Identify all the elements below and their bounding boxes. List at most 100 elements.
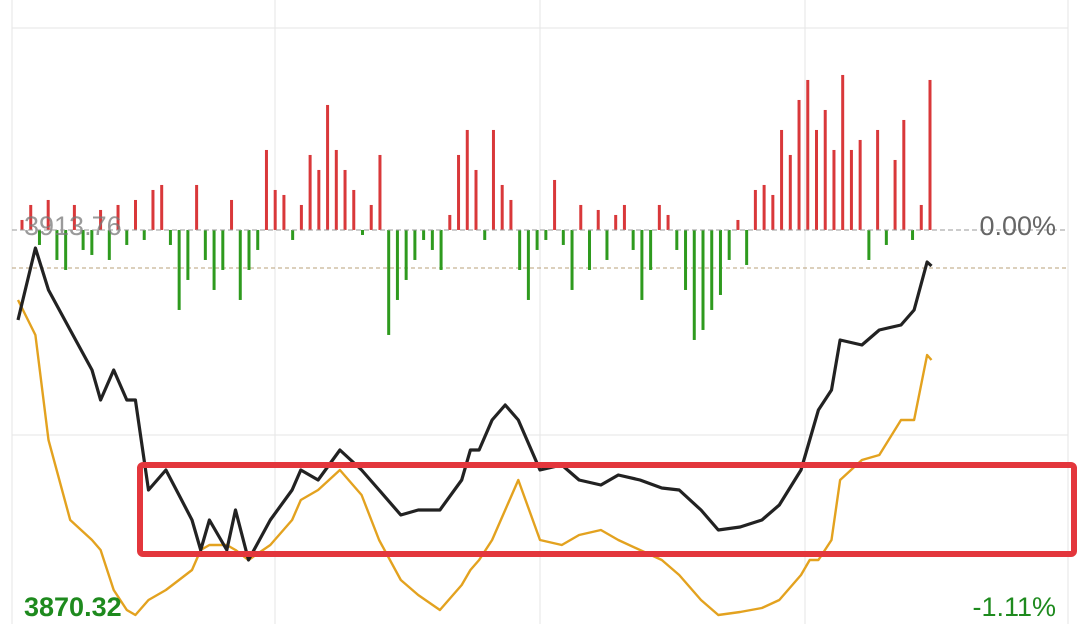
- layout-grid: [11, 0, 1069, 624]
- volume-bar: [919, 204, 923, 230]
- volume-bar: [55, 229, 59, 260]
- volume-bar: [273, 189, 277, 230]
- volume-bar: [718, 229, 722, 295]
- volume-bar: [465, 129, 469, 230]
- volume-bar: [640, 229, 644, 300]
- volume-bar: [911, 229, 915, 240]
- volume-bar: [526, 229, 530, 300]
- volume-bar: [544, 229, 548, 240]
- volume-bar: [221, 229, 225, 270]
- volume-bar: [622, 204, 626, 230]
- volume-bar: [666, 214, 670, 230]
- volume-bar: [832, 149, 836, 230]
- volume-bar: [788, 154, 792, 230]
- volume-bar: [745, 229, 749, 265]
- price-lines: [16, 246, 933, 617]
- volume-bar: [797, 99, 801, 230]
- volume-bar: [37, 229, 41, 245]
- volume-bar: [884, 229, 888, 245]
- volume-bar: [605, 229, 609, 260]
- volume-bar: [518, 229, 522, 270]
- volume-bar: [509, 199, 513, 230]
- volume-bar: [64, 229, 68, 270]
- volume-bar: [177, 229, 181, 310]
- volume-bar: [596, 209, 600, 230]
- volume-bar: [72, 204, 76, 230]
- volume-bar: [675, 229, 679, 250]
- volume-bar: [430, 229, 434, 250]
- price-line: [16, 246, 933, 562]
- volume-bar: [203, 229, 207, 260]
- volume-bar: [474, 169, 478, 230]
- volume-bar: [736, 219, 740, 230]
- volume-bar: [684, 229, 688, 290]
- y-tick-label: 3913.76: [24, 211, 122, 241]
- volume-bar: [867, 229, 871, 260]
- y2-tick-label: 0.00%: [979, 211, 1056, 241]
- volume-bar: [387, 229, 391, 335]
- volume-bar: [212, 229, 216, 290]
- volume-bar: [928, 79, 932, 230]
- volume-bar: [500, 184, 504, 230]
- volume-bar: [238, 229, 242, 300]
- volume-bar: [334, 149, 338, 230]
- volume-bar: [308, 154, 312, 230]
- volume-bar: [649, 229, 653, 270]
- y-tick-label: 3870.32: [24, 592, 122, 622]
- volume-bar: [771, 194, 775, 230]
- volume-bar: [99, 209, 103, 230]
- volume-bar: [142, 229, 146, 240]
- axis-labels: 3913.76 3870.32 0.00% -1.11%: [12, 211, 1068, 622]
- volume-bar: [893, 159, 897, 230]
- volume-bar: [579, 204, 583, 230]
- volume-bar: [806, 79, 810, 230]
- volume-bar: [422, 229, 426, 240]
- volume-bar: [561, 229, 565, 245]
- volume-bar: [151, 189, 155, 230]
- volume-bar: [823, 109, 827, 230]
- highlight-box: [137, 462, 1077, 557]
- volume-bar: [317, 169, 321, 230]
- volume-bar: [352, 189, 356, 230]
- volume-bar: [343, 169, 347, 230]
- volume-bar: [125, 229, 129, 245]
- volume-bar: [457, 154, 461, 230]
- volume-bar: [876, 129, 880, 230]
- price-line: [16, 299, 933, 617]
- volume-bar: [710, 229, 714, 310]
- volume-bar: [168, 229, 172, 245]
- volume-bar: [815, 129, 818, 230]
- volume-bar: [631, 229, 635, 250]
- volume-bar: [858, 139, 862, 230]
- volume-bar: [326, 104, 330, 230]
- volume-bar: [291, 229, 295, 240]
- volume-bar: [195, 184, 199, 230]
- volume-bar: [29, 204, 33, 230]
- volume-bar: [701, 229, 705, 330]
- volume-bar: [588, 229, 591, 270]
- volume-bar: [361, 229, 364, 235]
- volume-bar: [614, 214, 618, 230]
- volume-bar: [762, 184, 766, 230]
- volume-bar: [134, 199, 137, 230]
- volume-bar: [282, 194, 286, 230]
- volume-bar: [395, 229, 399, 300]
- volume-bar: [448, 214, 452, 230]
- volume-bar: [535, 229, 539, 250]
- volume-bar: [657, 204, 661, 230]
- volume-bar: [81, 229, 85, 250]
- volume-bar: [753, 189, 757, 230]
- volume-bar: [369, 204, 373, 230]
- volume-bar: [20, 219, 24, 230]
- volume-bar: [404, 229, 408, 280]
- volume-bar: [439, 229, 443, 270]
- volume-bar: [90, 229, 94, 255]
- volume-bar: [264, 149, 268, 230]
- volume-bar: [256, 229, 260, 250]
- volume-bar: [186, 229, 190, 280]
- volume-bar: [841, 74, 845, 230]
- volume-bar: [780, 129, 784, 230]
- volume-bar: [902, 119, 906, 230]
